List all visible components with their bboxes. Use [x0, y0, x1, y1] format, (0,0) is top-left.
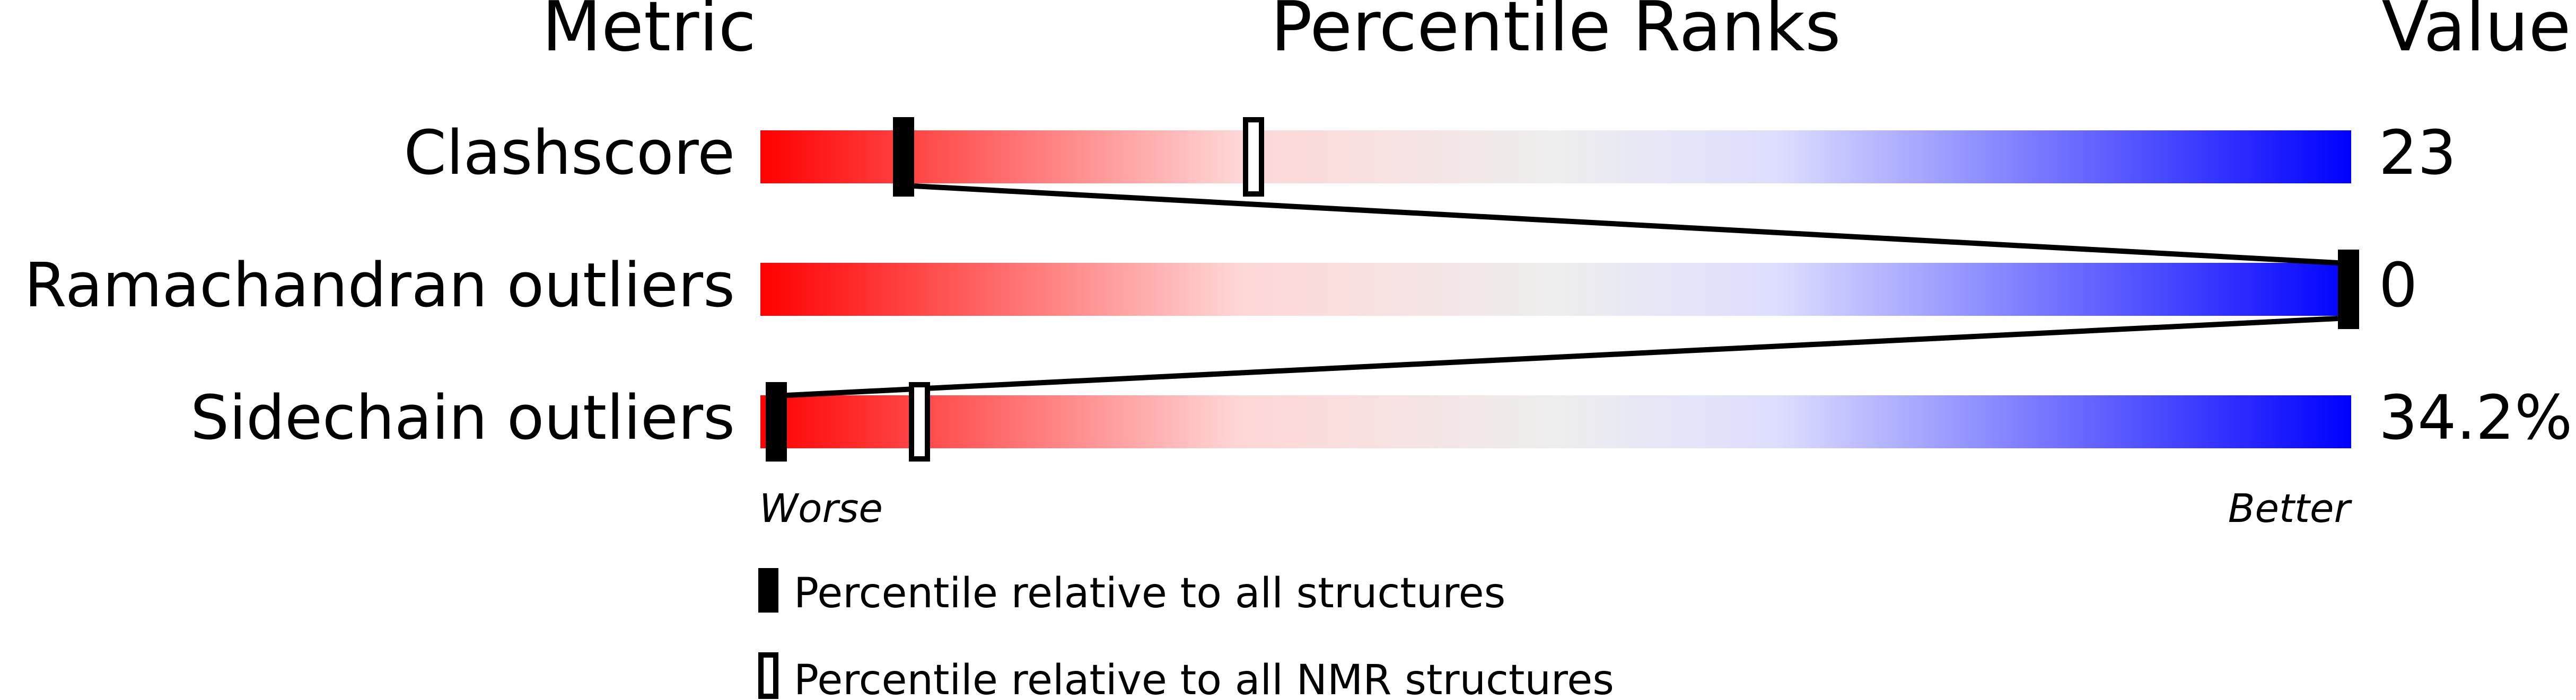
metric-value: 23 — [2379, 118, 2456, 189]
percentile-bar — [760, 395, 2351, 448]
metric-label: Clashscore — [404, 118, 735, 189]
connector-line — [914, 183, 2338, 265]
legend-open-marker-icon — [758, 652, 778, 699]
legend-nmr-structures: Percentile relative to all NMR structure… — [794, 657, 1614, 700]
worse-label: Worse — [759, 486, 883, 531]
all-percentile-marker — [2338, 250, 2359, 329]
header-metric: Metric — [542, 0, 756, 67]
metric-value: 0 — [2379, 250, 2417, 321]
legend-filled-marker-icon — [758, 568, 778, 613]
nmr-percentile-marker — [909, 382, 930, 462]
all-percentile-marker — [766, 382, 787, 462]
percentile-bar — [760, 263, 2351, 316]
percentile-bar — [760, 130, 2351, 183]
better-label: Better — [2228, 486, 2353, 531]
metric-label: Ramachandran outliers — [24, 250, 735, 321]
nmr-percentile-marker — [1243, 117, 1264, 197]
all-percentile-marker — [893, 117, 914, 197]
connector-line — [786, 316, 2338, 398]
legend-all-structures: Percentile relative to all structures — [794, 570, 1505, 617]
metric-value: 34.2% — [2379, 383, 2572, 454]
header-value: Value — [2382, 0, 2571, 67]
metric-label: Sidechain outliers — [190, 383, 735, 454]
header-percentile-ranks: Percentile Ranks — [1271, 0, 1841, 67]
